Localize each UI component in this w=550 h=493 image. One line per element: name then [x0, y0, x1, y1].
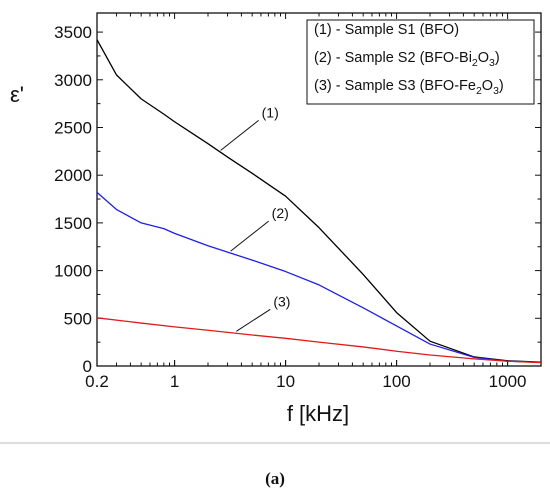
legend: (1) - Sample S1 (BFO) (2) - Sample S2 (BF…	[306, 19, 535, 105]
legend-box	[306, 19, 535, 105]
legend-entry-1: (1) - Sample S1 (BFO)	[314, 22, 459, 38]
y-tick-label: 0	[83, 357, 92, 376]
callout-label-2: (2)	[272, 205, 289, 221]
figure-caption: (a)	[265, 469, 285, 488]
callout-leader-3	[236, 308, 271, 332]
x-tick-label: 100	[382, 372, 410, 391]
y-tick-label: 2500	[54, 118, 92, 137]
series-line-1	[96, 39, 542, 363]
series-lines	[96, 39, 542, 364]
y-axis-label: ε'	[10, 82, 24, 107]
y-tick-label: 3500	[54, 23, 92, 42]
callout-label-1: (1)	[262, 104, 279, 120]
y-tick-label: 1000	[54, 262, 92, 281]
series-line-3	[96, 317, 542, 364]
callout-leader-2	[230, 220, 269, 252]
legend-entry-3: (3) - Sample S3 (BFO-Fe2O3)	[314, 78, 504, 97]
callout-leader-1	[220, 119, 259, 151]
y-axis-ticks: 0 500 1000 1500 2000 2500 3000 3500	[54, 23, 541, 376]
y-tick-label: 2000	[54, 166, 92, 185]
x-tick-label: 1	[170, 372, 179, 391]
x-axis-ticks: 0.2 1 10 100 1000	[85, 13, 542, 391]
x-tick-label: 0.2	[85, 372, 109, 391]
x-axis-label: f [kHz]	[287, 401, 349, 426]
x-tick-label: 1000	[489, 372, 527, 391]
y-tick-label: 500	[64, 309, 92, 328]
x-tick-label: 10	[276, 372, 295, 391]
series-callouts: (1) (2) (3)	[220, 104, 290, 332]
y-tick-label: 1500	[54, 214, 92, 233]
y-tick-label: 3000	[54, 71, 92, 90]
series-line-2	[96, 191, 542, 364]
callout-label-3: (3)	[273, 293, 290, 309]
legend-entry-2: (2) - Sample S2 (BFO-Bi2O3)	[314, 50, 500, 69]
